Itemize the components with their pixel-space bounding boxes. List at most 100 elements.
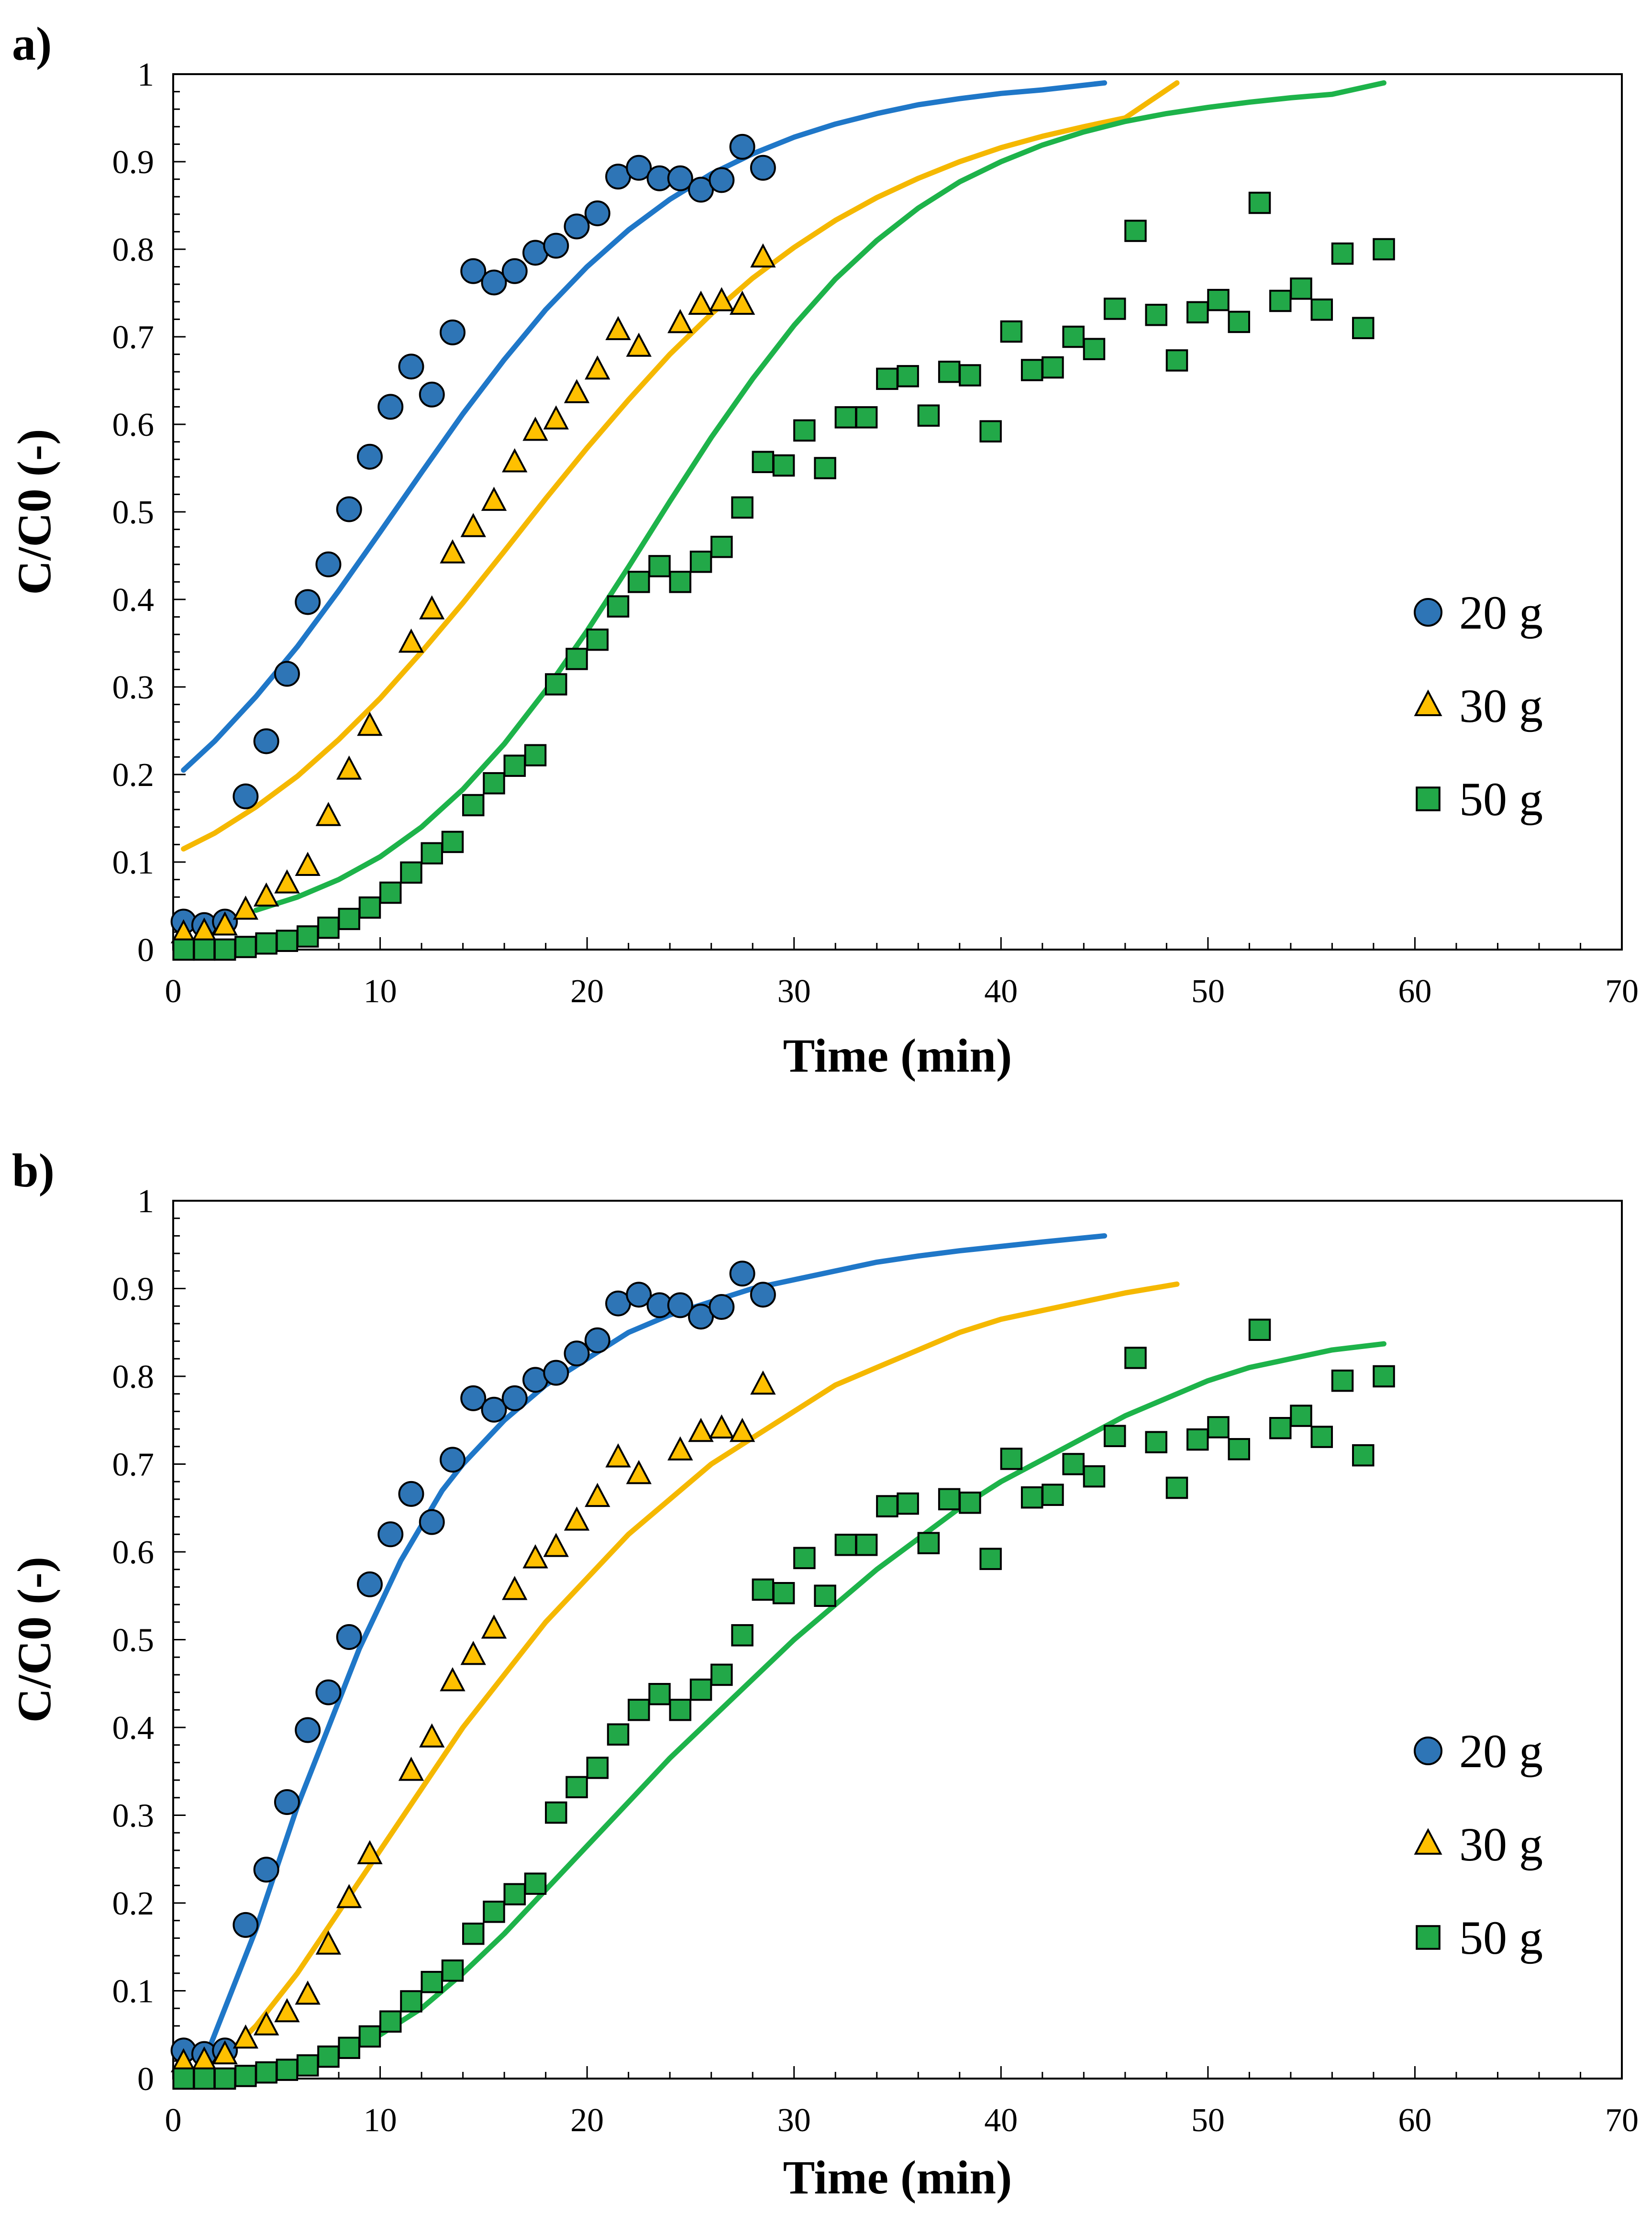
data-point [543, 1533, 569, 1557]
data-point [584, 200, 610, 226]
data-point [772, 454, 795, 477]
y-tick-label: 1 [137, 1183, 154, 1220]
data-point [938, 1488, 961, 1511]
plot-frame [172, 73, 1623, 951]
data-point [336, 1884, 362, 1908]
data-point [356, 1571, 383, 1597]
data-point [752, 451, 775, 473]
data-point [1042, 356, 1064, 379]
data-point [1269, 289, 1292, 312]
data-point [233, 783, 259, 809]
x-tick-label: 50 [1191, 973, 1225, 1010]
legend-label: 20 g [1459, 1725, 1543, 1778]
data-point [669, 571, 692, 593]
data-point [731, 496, 754, 519]
fit-line-30-g [222, 1281, 1180, 2059]
data-point [1062, 1453, 1085, 1475]
data-point [834, 406, 857, 429]
data-point [253, 882, 279, 907]
data-point [295, 589, 321, 615]
data-point [213, 2067, 236, 2090]
data-point [959, 1491, 981, 1514]
data-point [356, 443, 383, 470]
y-tick-label: 0.2 [112, 757, 155, 794]
data-point [460, 1640, 486, 1665]
data-point [564, 1340, 590, 1367]
series-50-g [172, 191, 1395, 961]
y-tick-label: 0.8 [112, 232, 155, 268]
data-point [501, 1385, 528, 1411]
data-point [543, 1360, 569, 1386]
series-30-g [170, 1370, 776, 2072]
data-point [772, 1582, 795, 1604]
data-point [315, 551, 342, 577]
data-point [440, 539, 466, 564]
data-point [628, 571, 650, 593]
legend: 20 g 30 g 50 g [1414, 1725, 1543, 1964]
data-point [876, 1495, 898, 1517]
data-point [564, 1506, 590, 1531]
y-tick-label: 0.7 [112, 319, 155, 356]
data-point [193, 2067, 216, 2090]
legend-item: 20 g [1414, 586, 1543, 639]
data-point [709, 167, 735, 193]
data-point [729, 1261, 755, 1287]
series-50-g [172, 1318, 1395, 2090]
data-point [876, 367, 898, 390]
data-point [398, 1757, 424, 1781]
x-tick-label: 0 [165, 973, 182, 1010]
legend-label: 30 g [1459, 679, 1543, 732]
y-tick-label: 0.1 [112, 844, 155, 881]
legend-marker [1414, 1828, 1442, 1855]
y-tick-label: 0 [137, 932, 154, 969]
data-point [295, 1717, 321, 1743]
data-point [440, 1667, 466, 1692]
data-point [481, 1396, 507, 1423]
data-point [564, 213, 590, 240]
data-point [1207, 1416, 1230, 1438]
data-point [358, 2025, 381, 2048]
data-point [1186, 1428, 1209, 1451]
data-point [731, 1624, 754, 1647]
data-point [543, 232, 569, 259]
data-point [1103, 298, 1126, 320]
data-point [276, 929, 299, 952]
data-point [338, 2036, 360, 2059]
panel-label: b) [12, 1144, 55, 1197]
data-point [1352, 317, 1375, 339]
y-tick-label: 0.3 [112, 1798, 155, 1835]
data-point [586, 1757, 609, 1779]
x-tick-label: 10 [364, 2102, 397, 2139]
data-point [212, 2040, 238, 2065]
x-tick-label: 30 [777, 973, 811, 1010]
data-point [1000, 1448, 1023, 1470]
panel-a: 00.10.20.30.40.50.60.70.80.910 10 20 30 40 50… [8, 17, 1639, 1082]
data-point [1020, 359, 1043, 381]
legend-marker [1414, 598, 1442, 627]
data-point [545, 673, 567, 696]
data-point [503, 1883, 526, 1905]
data-point [502, 1576, 528, 1600]
data-point [419, 595, 445, 620]
legend-item: 50 g [1416, 1911, 1543, 1964]
data-point [462, 1922, 485, 1945]
data-point [959, 364, 981, 387]
data-point [979, 1548, 1002, 1570]
data-point [793, 1547, 816, 1570]
data-point [855, 1534, 878, 1556]
data-point [1352, 1444, 1375, 1467]
data-point [503, 754, 526, 777]
data-point [233, 896, 259, 920]
data-point [1124, 220, 1147, 242]
data-point [358, 896, 381, 919]
data-point [421, 1970, 443, 1993]
data-point [938, 360, 961, 383]
data-point [855, 406, 878, 429]
y-tick-label: 0.4 [112, 1710, 155, 1747]
data-point [419, 381, 445, 408]
data-point [1062, 325, 1085, 348]
data-point [710, 535, 733, 558]
x-axis-title: Time (min) [783, 2151, 1012, 2204]
data-point [357, 711, 383, 736]
y-tick-label: 0.1 [112, 1973, 155, 2010]
